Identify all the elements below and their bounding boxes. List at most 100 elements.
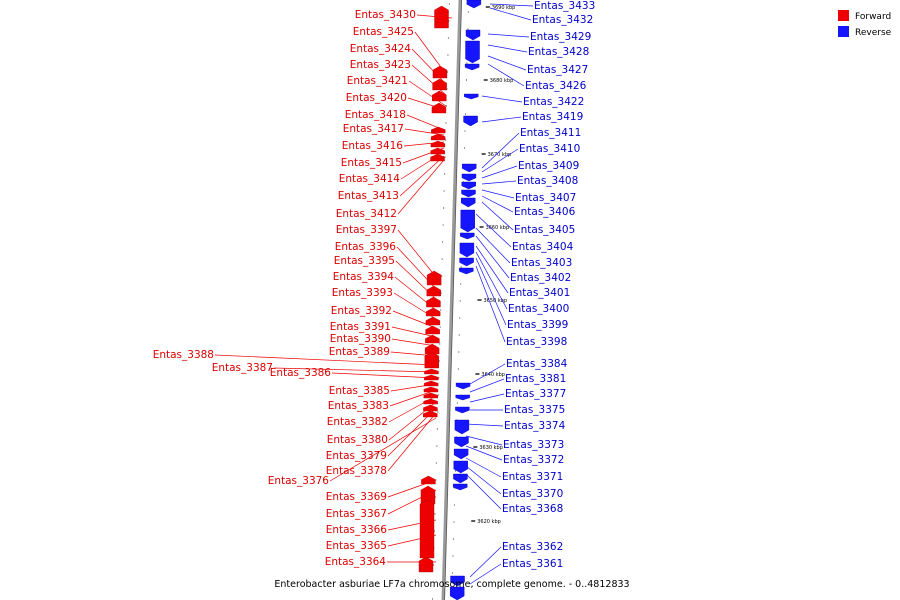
forward-gene-label[interactable]: Entas_3397	[336, 224, 397, 236]
reverse-gene-label[interactable]: Entas_3362	[502, 541, 563, 553]
reverse-gene-label[interactable]: Entas_3377	[505, 388, 566, 400]
forward-gene-label[interactable]: Entas_3392	[331, 305, 392, 317]
forward-gene-label[interactable]: Entas_3380	[327, 434, 388, 446]
forward-gene-glyph	[426, 270, 442, 286]
forward-gene-label[interactable]: Entas_3415	[341, 157, 402, 169]
reverse-gene-label[interactable]: Entas_3400	[508, 303, 569, 315]
forward-gene-glyph	[426, 296, 441, 308]
reverse-gene-label[interactable]: Entas_3372	[503, 454, 564, 466]
forward-gene-label[interactable]: Entas_3394	[333, 271, 395, 283]
callout-line	[481, 132, 520, 169]
callout-line	[465, 423, 504, 427]
forward-gene-glyph	[432, 78, 447, 91]
legend-swatch	[838, 26, 849, 37]
forward-gene-label[interactable]: Entas_3365	[326, 540, 387, 552]
reverse-gene-label[interactable]: Entas_3384	[506, 358, 568, 370]
forward-gene-label[interactable]: Entas_3387	[212, 362, 273, 374]
forward-gene-glyph	[424, 368, 439, 375]
reverse-gene-label[interactable]: Entas_3371	[502, 471, 563, 483]
reverse-gene-label[interactable]: Entas_3410	[519, 143, 580, 155]
reverse-gene-label[interactable]: Entas_3433	[534, 0, 595, 12]
reverse-gene-glyph	[455, 406, 470, 414]
callout-line	[391, 338, 437, 347]
reverse-gene-callout: Entas_3403	[475, 227, 572, 269]
forward-gene-label[interactable]: Entas_3395	[334, 255, 395, 267]
forward-gene-label[interactable]: Entas_3430	[355, 9, 416, 21]
reverse-gene-label[interactable]: Entas_3411	[520, 127, 581, 139]
forward-gene-label[interactable]: Entas_3412	[336, 208, 397, 220]
forward-gene-label[interactable]: Entas_3424	[350, 43, 412, 55]
forward-gene-label[interactable]: Entas_3393	[332, 287, 393, 299]
forward-gene-label[interactable]: Entas_3376	[268, 475, 330, 487]
reverse-gene-label[interactable]: Entas_3427	[527, 64, 588, 76]
reverse-gene-label[interactable]: Entas_3401	[509, 287, 570, 299]
reverse-gene-label[interactable]: Entas_3409	[518, 160, 579, 172]
forward-gene-label[interactable]: Entas_3425	[353, 26, 414, 38]
forward-gene-label[interactable]: Entas_3396	[335, 241, 397, 253]
callout-line	[475, 251, 508, 310]
callout-line	[416, 14, 453, 19]
forward-gene-label[interactable]: Entas_3369	[326, 491, 387, 503]
forward-gene-glyph	[432, 90, 447, 102]
reverse-gene-label[interactable]: Entas_3432	[532, 14, 593, 26]
forward-gene-label[interactable]: Entas_3413	[338, 190, 399, 202]
forward-gene-label[interactable]: Entas_3378	[326, 465, 387, 477]
forward-gene-label[interactable]: Entas_3382	[327, 416, 388, 428]
reverse-gene-label[interactable]: Entas_3429	[530, 31, 591, 43]
forward-gene-label[interactable]: Entas_3414	[339, 173, 401, 185]
reverse-gene-label[interactable]: Entas_3405	[514, 224, 575, 236]
reverse-gene-glyph	[459, 267, 474, 275]
reverse-gene-glyph	[464, 93, 479, 100]
reverse-gene-label[interactable]: Entas_3426	[525, 80, 587, 92]
reverse-gene-label[interactable]: Entas_3361	[502, 558, 563, 570]
callout-line	[465, 473, 502, 510]
forward-gene-label[interactable]: Entas_3421	[347, 75, 408, 87]
reverse-gene-label[interactable]: Entas_3368	[502, 503, 563, 515]
forward-gene-label[interactable]: Entas_3386	[270, 367, 332, 379]
reverse-gene-label[interactable]: Entas_3419	[522, 111, 583, 123]
reverse-gene-label[interactable]: Entas_3381	[505, 373, 566, 385]
forward-gene-callout: Entas_3395	[334, 255, 437, 300]
forward-gene-callout: Entas_3415	[341, 147, 445, 169]
reverse-gene-label[interactable]: Entas_3422	[523, 96, 584, 108]
forward-gene-label[interactable]: Entas_3420	[346, 92, 407, 104]
forward-gene-label[interactable]: Entas_3417	[343, 123, 404, 135]
forward-gene-label[interactable]: Entas_3418	[345, 109, 406, 121]
reverse-gene-label[interactable]: Entas_3407	[515, 192, 576, 204]
forward-gene-callout: Entas_3390	[330, 333, 437, 347]
reverse-gene-glyph	[453, 483, 468, 491]
callout-line	[475, 227, 511, 264]
reverse-gene-callout: Entas_3368	[465, 473, 563, 515]
reverse-gene-label[interactable]: Entas_3402	[510, 272, 571, 284]
forward-gene-label[interactable]: Entas_3367	[326, 508, 387, 520]
forward-gene-label[interactable]: Entas_3423	[350, 59, 411, 71]
forward-gene-label[interactable]: Entas_3364	[325, 556, 387, 568]
forward-gene-label[interactable]: Entas_3389	[329, 346, 390, 358]
forward-gene-label[interactable]: Entas_3391	[330, 321, 391, 333]
reverse-gene-label[interactable]: Entas_3374	[504, 420, 566, 432]
reverse-gene-label[interactable]: Entas_3406	[514, 206, 576, 218]
forward-gene-label[interactable]: Entas_3379	[326, 450, 387, 462]
reverse-gene-callout: Entas_3373	[465, 435, 564, 451]
reverse-gene-label[interactable]: Entas_3403	[511, 257, 572, 269]
forward-gene-label[interactable]: Entas_3366	[326, 524, 388, 536]
reverse-gene-label[interactable]: Entas_3398	[506, 336, 567, 348]
forward-gene-callout: Entas_3369	[326, 479, 437, 503]
forward-gene-callout: Entas_3385	[329, 383, 437, 397]
callout-line	[402, 147, 445, 164]
forward-gene-label[interactable]: Entas_3383	[328, 400, 389, 412]
callout-line	[394, 276, 437, 311]
reverse-gene-label[interactable]: Entas_3399	[507, 319, 568, 331]
reverse-gene-label[interactable]: Entas_3370	[502, 488, 563, 500]
forward-gene-callout: Entas_3382	[327, 395, 437, 428]
callout-line	[392, 310, 437, 329]
forward-gene-label[interactable]: Entas_3390	[330, 333, 391, 345]
forward-gene-label[interactable]: Entas_3385	[329, 385, 390, 397]
forward-gene-label[interactable]: Entas_3388	[153, 349, 214, 361]
reverse-gene-label[interactable]: Entas_3373	[503, 439, 564, 451]
forward-gene-label[interactable]: Entas_3416	[342, 140, 404, 152]
reverse-gene-label[interactable]: Entas_3428	[528, 46, 589, 58]
reverse-gene-label[interactable]: Entas_3404	[512, 241, 574, 253]
reverse-gene-label[interactable]: Entas_3408	[517, 175, 578, 187]
reverse-gene-label[interactable]: Entas_3375	[504, 404, 565, 416]
